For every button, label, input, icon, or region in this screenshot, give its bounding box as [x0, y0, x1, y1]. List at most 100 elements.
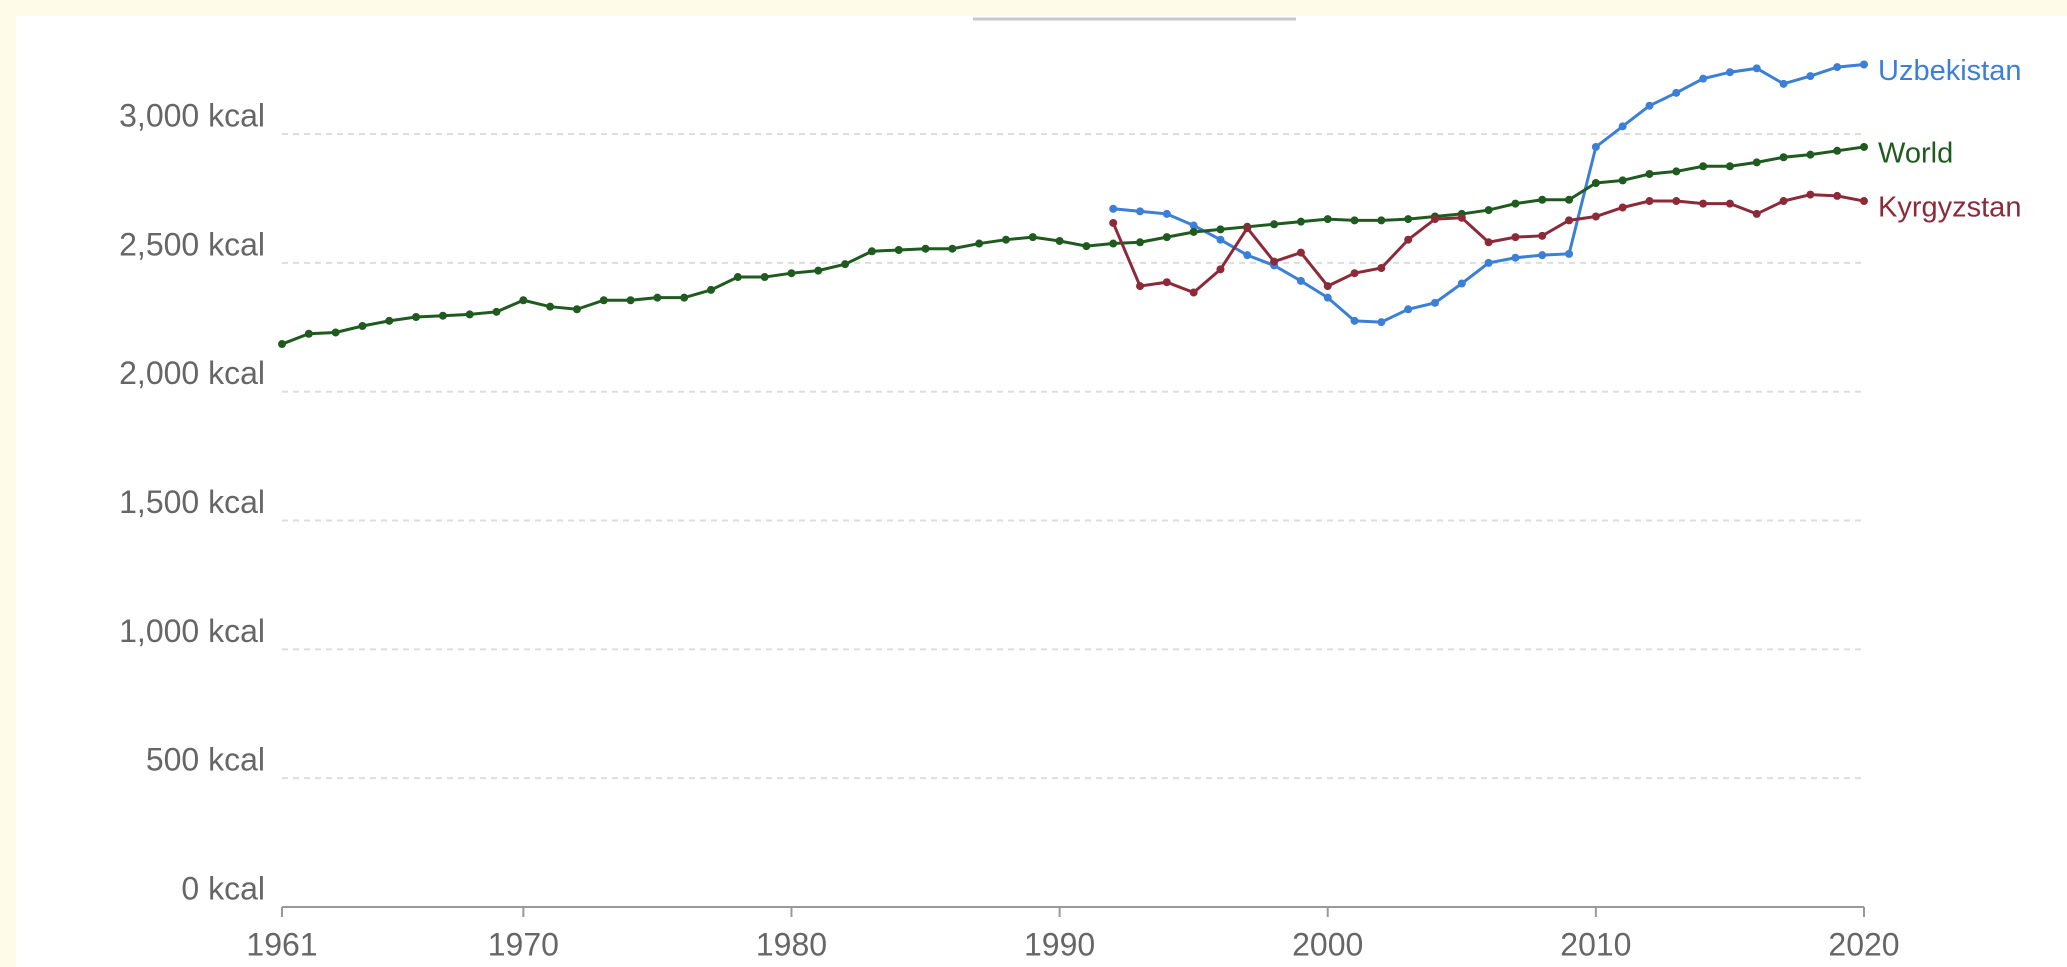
data-point — [1377, 216, 1386, 225]
data-point — [1430, 215, 1439, 224]
data-point — [1806, 190, 1815, 199]
data-point — [1162, 233, 1171, 242]
data-point — [1752, 64, 1761, 73]
data-point — [1377, 318, 1386, 327]
data-point — [1323, 282, 1332, 291]
data-point — [1430, 298, 1439, 307]
series-label: Uzbekistan — [1878, 55, 2021, 87]
x-tick-label: 1970 — [488, 926, 559, 962]
data-point — [385, 316, 394, 325]
data-point — [1511, 253, 1520, 262]
data-point — [1377, 264, 1386, 273]
data-point — [1270, 220, 1279, 229]
data-point — [546, 302, 555, 311]
data-point — [1779, 79, 1788, 88]
data-point — [1645, 197, 1654, 206]
data-point — [1833, 191, 1842, 200]
data-point — [1216, 265, 1225, 274]
data-point — [1162, 209, 1171, 218]
data-point — [1055, 236, 1064, 245]
data-point — [1484, 206, 1493, 215]
data-point — [1538, 251, 1547, 260]
data-point — [707, 285, 716, 294]
data-point — [1565, 216, 1574, 225]
data-point — [465, 310, 474, 319]
data-point — [438, 311, 447, 320]
x-tick-label: 1961 — [246, 926, 317, 962]
data-point — [841, 260, 850, 269]
data-point — [1484, 238, 1493, 247]
x-tick-label: 1990 — [1024, 926, 1095, 962]
y-tick-label: 3,000 kcal — [119, 98, 265, 134]
data-point — [1538, 195, 1547, 204]
data-point — [1028, 233, 1037, 242]
y-tick-label: 1,000 kcal — [119, 613, 265, 649]
data-point — [572, 305, 581, 314]
y-tick-label: 500 kcal — [146, 742, 265, 778]
series-line — [281, 145, 1865, 346]
data-point — [1699, 74, 1708, 83]
data-point — [1618, 203, 1627, 212]
data-point — [1618, 176, 1627, 185]
data-point — [1833, 63, 1842, 72]
data-point — [1752, 158, 1761, 167]
data-point — [1109, 204, 1118, 213]
data-point — [1296, 217, 1305, 226]
data-point — [1296, 248, 1305, 257]
data-point — [1136, 282, 1145, 291]
data-point — [921, 244, 930, 253]
data-point — [760, 273, 769, 282]
data-point — [492, 307, 501, 316]
data-point — [1591, 142, 1600, 151]
data-point — [1672, 88, 1681, 97]
x-tick-label: 2020 — [1828, 926, 1899, 962]
x-tick-label: 2010 — [1560, 926, 1631, 962]
data-point — [1136, 207, 1145, 216]
data-point — [1860, 142, 1868, 151]
data-point — [894, 246, 903, 254]
data-point — [867, 247, 876, 256]
data-point — [680, 293, 689, 302]
data-point — [1457, 213, 1466, 222]
data-point — [653, 293, 662, 302]
data-point — [278, 340, 286, 349]
data-point — [1082, 242, 1091, 251]
data-point — [519, 296, 528, 305]
data-point — [1779, 153, 1788, 162]
data-point — [1591, 212, 1600, 221]
data-point — [1350, 216, 1359, 225]
data-point — [1752, 209, 1761, 218]
data-point — [1323, 293, 1332, 302]
data-point — [1216, 235, 1225, 244]
data-point — [1484, 258, 1493, 267]
data-point — [1457, 279, 1466, 288]
data-point — [1243, 251, 1252, 260]
data-point — [1833, 146, 1842, 155]
data-point — [1404, 215, 1413, 224]
y-tick-label: 1,500 kcal — [119, 484, 265, 520]
data-point — [1591, 179, 1600, 188]
data-point — [1350, 269, 1359, 278]
data-point — [814, 266, 823, 275]
panel — [16, 16, 2067, 967]
data-point — [1565, 249, 1574, 258]
data-point — [1699, 162, 1708, 171]
data-point — [1001, 235, 1010, 244]
data-point — [331, 328, 340, 337]
data-point — [1618, 122, 1627, 131]
data-point — [1243, 224, 1252, 233]
series-label: World — [1878, 138, 1953, 170]
data-point — [1672, 197, 1681, 206]
data-point — [1136, 238, 1145, 247]
data-point — [1350, 316, 1359, 325]
data-point — [1725, 162, 1734, 171]
data-point — [1860, 197, 1868, 206]
x-tick-label: 2000 — [1292, 926, 1363, 962]
data-point — [1189, 221, 1198, 230]
data-point — [1672, 167, 1681, 176]
data-point — [975, 239, 984, 248]
data-point — [1270, 257, 1279, 266]
data-point — [626, 296, 635, 305]
